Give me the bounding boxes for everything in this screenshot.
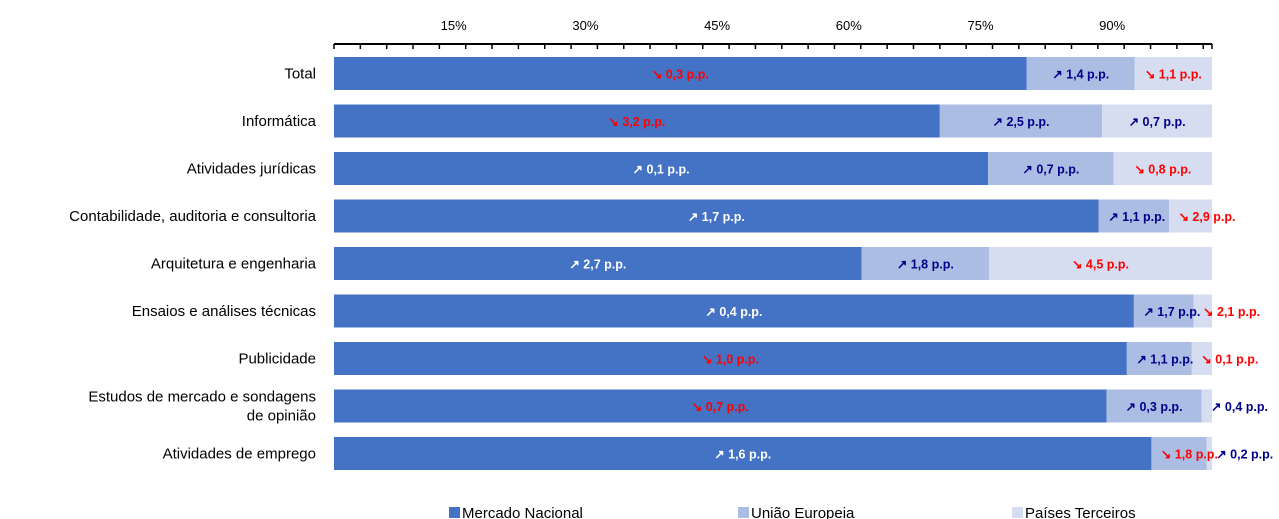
data-label: ↘ 2,1 p.p. [1203, 305, 1260, 319]
x-tick-label: 15% [441, 18, 467, 33]
legend-swatch [449, 507, 460, 518]
category-label: Publicidade [238, 351, 316, 368]
data-label: ↗ 1,6 p.p. [714, 448, 771, 462]
data-label: ↗ 2,7 p.p. [569, 258, 626, 272]
bar-segment [334, 199, 1099, 233]
data-label: ↗ 2,5 p.p. [993, 115, 1050, 129]
category-label: Arquitetura e engenharia [151, 256, 317, 273]
x-axis: 15% 30% 45% 60% 75% 90% [333, 18, 1213, 49]
bar-segment [1168, 199, 1212, 233]
bar-segment [1113, 152, 1212, 185]
x-tick-label: 90% [1099, 18, 1125, 33]
category-label: Total [284, 66, 316, 83]
bar-segment [334, 342, 1127, 375]
data-label: ↗ 1,1 p.p. [1108, 210, 1165, 224]
data-label: ↗ 0,4 p.p. [1211, 400, 1268, 414]
bar-segment [939, 104, 1103, 138]
data-label: ↗ 1,4 p.p. [1052, 68, 1109, 82]
legend-label: União Europeia [751, 505, 855, 519]
bar-segment [1133, 294, 1194, 328]
category-label: Atividades jurídicas [187, 161, 316, 178]
data-label: ↗ 0,7 p.p. [1022, 163, 1079, 177]
bar-segment [1102, 104, 1212, 138]
category-label: Contabilidade, auditoria e consultoria [69, 208, 316, 225]
bar-segment [334, 294, 1134, 328]
category-label: Atividades de emprego [163, 446, 316, 463]
bar-segment [1191, 342, 1212, 375]
bars [334, 57, 1212, 470]
bar-segment [334, 152, 989, 185]
data-label: ↗ 0,2 p.p. [1216, 448, 1273, 462]
bar-segment [1151, 437, 1207, 470]
category-labels: Total Informática Atividades jurídicas Cont… [69, 66, 316, 463]
category-label: de opinião [247, 408, 316, 425]
bar-segment [334, 437, 1152, 470]
legend-swatch [1012, 507, 1023, 518]
data-label: ↗ 1,8 p.p. [897, 258, 954, 272]
data-label: ↘ 1,0 p.p. [702, 353, 759, 367]
data-label: ↘ 4,5 p.p. [1072, 258, 1129, 272]
data-label: ↘ 2,9 p.p. [1178, 210, 1235, 224]
category-label: Informática [242, 113, 317, 130]
bar-segment [988, 247, 1212, 280]
data-label: ↗ 0,3 p.p. [1126, 400, 1183, 414]
bar-segment [1026, 57, 1135, 90]
x-tick-label: 30% [572, 18, 598, 33]
bar-segment [1206, 437, 1212, 470]
data-label: ↘ 1,1 p.p. [1145, 68, 1202, 82]
data-label: ↗ 1,7 p.p. [1143, 305, 1200, 319]
bar-segment [1106, 389, 1202, 423]
legend: Mercado Nacional União Europeia Países Ter… [449, 505, 1136, 519]
data-label: ↗ 0,4 p.p. [705, 305, 762, 319]
data-label: ↘ 0,1 p.p. [1201, 353, 1258, 367]
data-label: ↘ 0,3 p.p. [652, 68, 709, 82]
data-label: ↗ 1,7 p.p. [688, 210, 745, 224]
category-label: Ensaios e análises técnicas [132, 303, 316, 320]
data-label: ↘ 0,7 p.p. [692, 400, 749, 414]
data-label: ↗ 0,7 p.p. [1129, 115, 1186, 129]
x-tick-label: 75% [967, 18, 993, 33]
bar-segment [1098, 199, 1169, 233]
bar-segment [1193, 294, 1212, 328]
data-label: ↘ 0,8 p.p. [1134, 163, 1191, 177]
legend-label: Mercado Nacional [462, 505, 583, 519]
data-labels: ↘ 0,3 p.p. ↗ 1,4 p.p. ↘ 1,1 p.p. ↘ 3,2 p.p.… [569, 68, 1273, 462]
bar-segment [334, 389, 1107, 423]
data-label: ↗ 1,1 p.p. [1136, 353, 1193, 367]
bar-segment [334, 57, 1027, 90]
bar-segment [1126, 342, 1192, 375]
data-label: ↗ 0,1 p.p. [633, 163, 690, 177]
data-label: ↘ 3,2 p.p. [608, 115, 665, 129]
legend-swatch [738, 507, 749, 518]
legend-label: Países Terceiros [1025, 505, 1136, 519]
bar-segment [861, 247, 989, 280]
category-label: Estudos de mercado e sondagens [88, 389, 316, 406]
bar-segment [1134, 57, 1212, 90]
x-tick-label: 60% [836, 18, 862, 33]
x-tick-label: 45% [704, 18, 730, 33]
bar-segment [988, 152, 1114, 185]
bar-segment [334, 104, 940, 138]
data-label: ↘ 1,8 p.p. [1161, 448, 1218, 462]
bar-segment [334, 247, 862, 280]
bar-segment [1201, 389, 1212, 423]
